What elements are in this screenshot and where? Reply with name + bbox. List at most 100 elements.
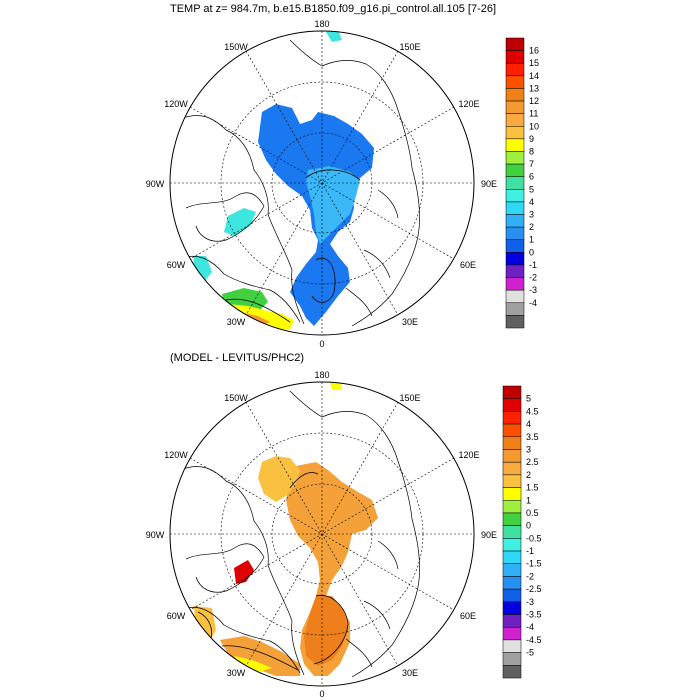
- colorbar-swatch: [505, 163, 525, 177]
- colorbar-tick-label: 1: [526, 495, 531, 505]
- colorbar-tick-label: -4: [526, 622, 534, 632]
- colorbar-tick-label: 5: [529, 184, 534, 194]
- colorbar-swatch: [505, 302, 525, 316]
- top-contour-line: [305, 169, 361, 181]
- colorbar-swatch: [505, 50, 525, 64]
- colorbar-swatch: [502, 436, 522, 450]
- bottom-lon-label: 60E: [460, 611, 476, 621]
- top-contour-line: [225, 298, 291, 323]
- bottom-field-dark-orange: [304, 596, 348, 666]
- colorbar-swatch: [505, 138, 525, 152]
- bottom-lon-label: 90W: [146, 530, 165, 540]
- bottom-lon-label: 150E: [399, 393, 420, 403]
- top-coastline: [289, 39, 420, 327]
- colorbar-tick-label: -3: [529, 285, 537, 295]
- colorbar-tick-label: 15: [529, 58, 539, 68]
- colorbar-swatch: [502, 652, 522, 666]
- colorbar-tick-label: 2: [526, 470, 531, 480]
- colorbar-swatch: [505, 176, 525, 190]
- colorbar-tick-label: 2.5: [526, 457, 539, 467]
- colorbar-tick-label: -4.5: [526, 635, 542, 645]
- colorbar-tick-label: 0.5: [526, 508, 539, 518]
- top-field-atlantic-yellow: [228, 304, 294, 330]
- bottom-field-atlantic-yellow: [194, 606, 216, 648]
- top-field-eurasian-lighter: [306, 166, 360, 244]
- bottom-field-baffin-red: [234, 560, 254, 584]
- colorbar-tick-label: 4.5: [526, 406, 539, 416]
- colorbar-swatch: [505, 189, 525, 203]
- colorbar-swatch: [502, 461, 522, 476]
- bottom-lon-label: 30W: [227, 668, 246, 678]
- colorbar-swatch: [505, 226, 525, 240]
- colorbar-tick-label: 6: [529, 172, 534, 182]
- top-map-boundary: [169, 30, 475, 336]
- colorbar-tick-label: 16: [529, 46, 539, 56]
- bottom-coastline: [185, 543, 265, 593]
- bottom-lon-label: 120E: [458, 450, 479, 460]
- bottom-polar-map: 180 150E 120E 90E 60E 30E 0 30W 60W 90W …: [146, 370, 497, 699]
- top-panel-title: TEMP at z= 984.7m, b.e15.B1850.f09_g16.p…: [170, 3, 497, 15]
- colorbar-tick-label: 7: [529, 159, 534, 169]
- colorbar-swatch: [505, 239, 525, 253]
- top-polar-map: 180 150E 120E 90E 60E 30E 0 30W 60W 90W …: [146, 19, 497, 349]
- bottom-coastline: [345, 540, 399, 668]
- top-graticule: [170, 31, 474, 335]
- colorbar-tick-label: 1: [529, 235, 534, 245]
- colorbar-swatch: [502, 614, 522, 628]
- colorbar-swatch: [502, 538, 522, 552]
- colorbar-swatch: [505, 151, 525, 165]
- colorbar-tick-label: 2: [529, 222, 534, 232]
- top-lon-labels: 180 150E 120E 90E 60E 30E 0 30W 60W 90W …: [146, 19, 497, 349]
- bottom-lon-label: 0: [319, 689, 324, 699]
- colorbar-tick-label: -3: [526, 597, 534, 607]
- colorbar-swatch: [505, 289, 525, 304]
- colorbar-swatch: [502, 601, 522, 615]
- colorbar-swatch: [502, 487, 522, 501]
- colorbar-swatch: [502, 576, 522, 590]
- colorbar-tick-label: 3.5: [526, 432, 539, 442]
- colorbar-swatch: [505, 62, 525, 77]
- colorbar-swatch: [505, 264, 525, 278]
- bottom-coastline: [177, 606, 301, 674]
- bottom-panel-title: (MODEL - LEVITUS/PHC2): [170, 352, 305, 364]
- top-lon-label: 120W: [164, 99, 188, 109]
- top-lon-label: 90E: [481, 179, 497, 189]
- colorbar-tick-label: 5: [526, 394, 531, 404]
- colorbar-swatch: [502, 550, 522, 564]
- colorbar-tick-label: 13: [529, 83, 539, 93]
- top-lon-label: 30E: [402, 317, 418, 327]
- top-lon-label: 30W: [227, 317, 246, 327]
- colorbar-tick-label: -1: [529, 260, 537, 270]
- colorbar-tick-label: -1: [526, 546, 534, 556]
- top-lon-label: 180: [314, 19, 329, 29]
- colorbar-swatch: [502, 474, 522, 488]
- bottom-colorbar: 5 4.5 4 3.5 3 2.5 2 1.5 1 0.5 0 -0.5 -1 -1.5 -2 -2.5 -3 -…: [502, 385, 542, 679]
- colorbar-swatch: [502, 563, 522, 577]
- colorbar-swatch: [505, 100, 525, 114]
- bottom-lon-label: 90E: [481, 530, 497, 540]
- colorbar-swatch: [502, 449, 522, 463]
- colorbar-swatch: [505, 113, 525, 127]
- bottom-lon-label: 30E: [402, 668, 418, 678]
- bottom-graticule: [170, 382, 474, 686]
- top-contour-line: [311, 257, 336, 303]
- colorbar-swatch: [505, 37, 525, 51]
- bottom-field-yellow-orange: [258, 456, 300, 502]
- colorbar-tick-label: -2: [526, 571, 534, 581]
- top-lon-label: 60E: [460, 260, 476, 270]
- colorbar-swatch: [502, 423, 522, 438]
- colorbar-tick-label: -4: [529, 298, 537, 308]
- colorbar-tick-label: 12: [529, 96, 539, 106]
- top-coastline: [177, 115, 305, 325]
- bottom-field-pacific-yellow: [330, 382, 342, 390]
- colorbar-swatch: [502, 588, 522, 603]
- top-coastline: [185, 192, 265, 242]
- colorbar-tick-label: 1.5: [526, 483, 539, 493]
- colorbar-swatch: [505, 126, 525, 140]
- colorbar-tick-label: -2: [529, 273, 537, 283]
- colorbar-tick-label: 3: [529, 210, 534, 220]
- top-lon-label: 120E: [458, 99, 479, 109]
- bottom-field-atlantic-mixed: [220, 636, 300, 676]
- bottom-coastline: [289, 390, 420, 678]
